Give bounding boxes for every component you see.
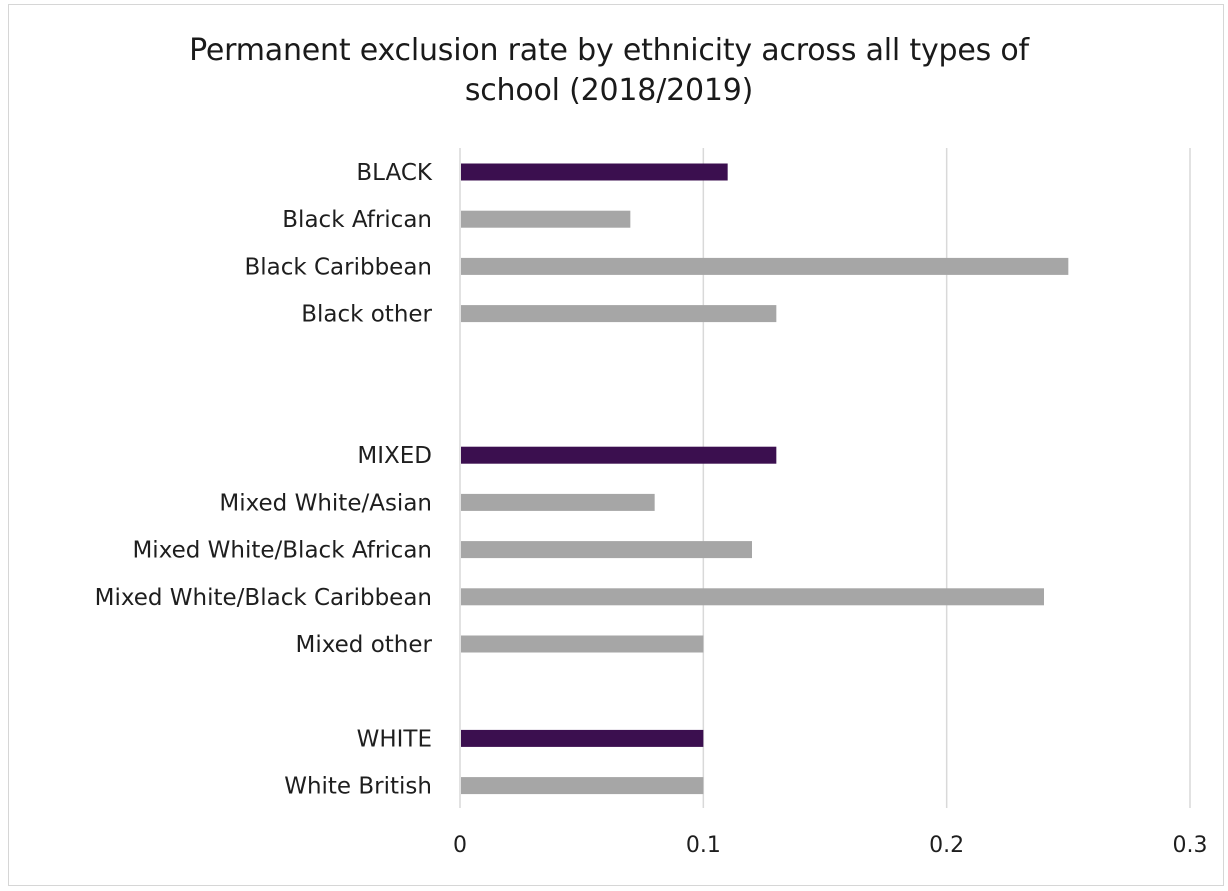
- x-tick-label-0-2: 0.2: [929, 833, 964, 858]
- chart-title-line-2: school (2018/2019): [464, 73, 754, 108]
- x-tick-label-0-1: 0.1: [686, 833, 721, 858]
- bar-black: [461, 163, 728, 181]
- category-label-mixed-white-black-caribbean: Mixed White/Black Caribbean: [95, 585, 432, 611]
- chart-title: Permanent exclusion rate by ethnicity ac…: [9, 31, 1209, 111]
- category-label-white-british: White British: [284, 774, 432, 800]
- bar-mixed-white-black-african: [461, 541, 752, 559]
- bar-mixed-other: [461, 635, 704, 653]
- category-label-white: WHITE: [357, 726, 432, 752]
- bar-mixed: [461, 446, 777, 464]
- category-label-mixed-other: Mixed other: [296, 632, 433, 658]
- bar-white: [461, 729, 704, 747]
- category-label-black: BLACK: [356, 160, 433, 186]
- x-tick-label-0: 0: [453, 833, 467, 858]
- category-label-mixed-white-asian: Mixed White/Asian: [219, 490, 432, 516]
- category-label-black-other: Black other: [301, 302, 432, 328]
- chart-title-line-1: Permanent exclusion rate by ethnicity ac…: [189, 33, 1029, 68]
- category-label-black-african: Black African: [282, 207, 432, 233]
- category-label-mixed: MIXED: [357, 443, 432, 469]
- bar-mixed-white-black-caribbean: [461, 588, 1044, 606]
- bar-mixed-white-asian: [461, 493, 655, 511]
- x-tick-label-0-3: 0.3: [1173, 833, 1208, 858]
- category-label-mixed-white-black-african: Mixed White/Black African: [132, 538, 432, 564]
- bar-black-african: [461, 210, 631, 228]
- bar-white-british: [461, 777, 704, 795]
- category-label-black-caribbean: Black Caribbean: [244, 254, 432, 280]
- bar-black-other: [461, 305, 777, 323]
- bar-black-caribbean: [461, 257, 1069, 275]
